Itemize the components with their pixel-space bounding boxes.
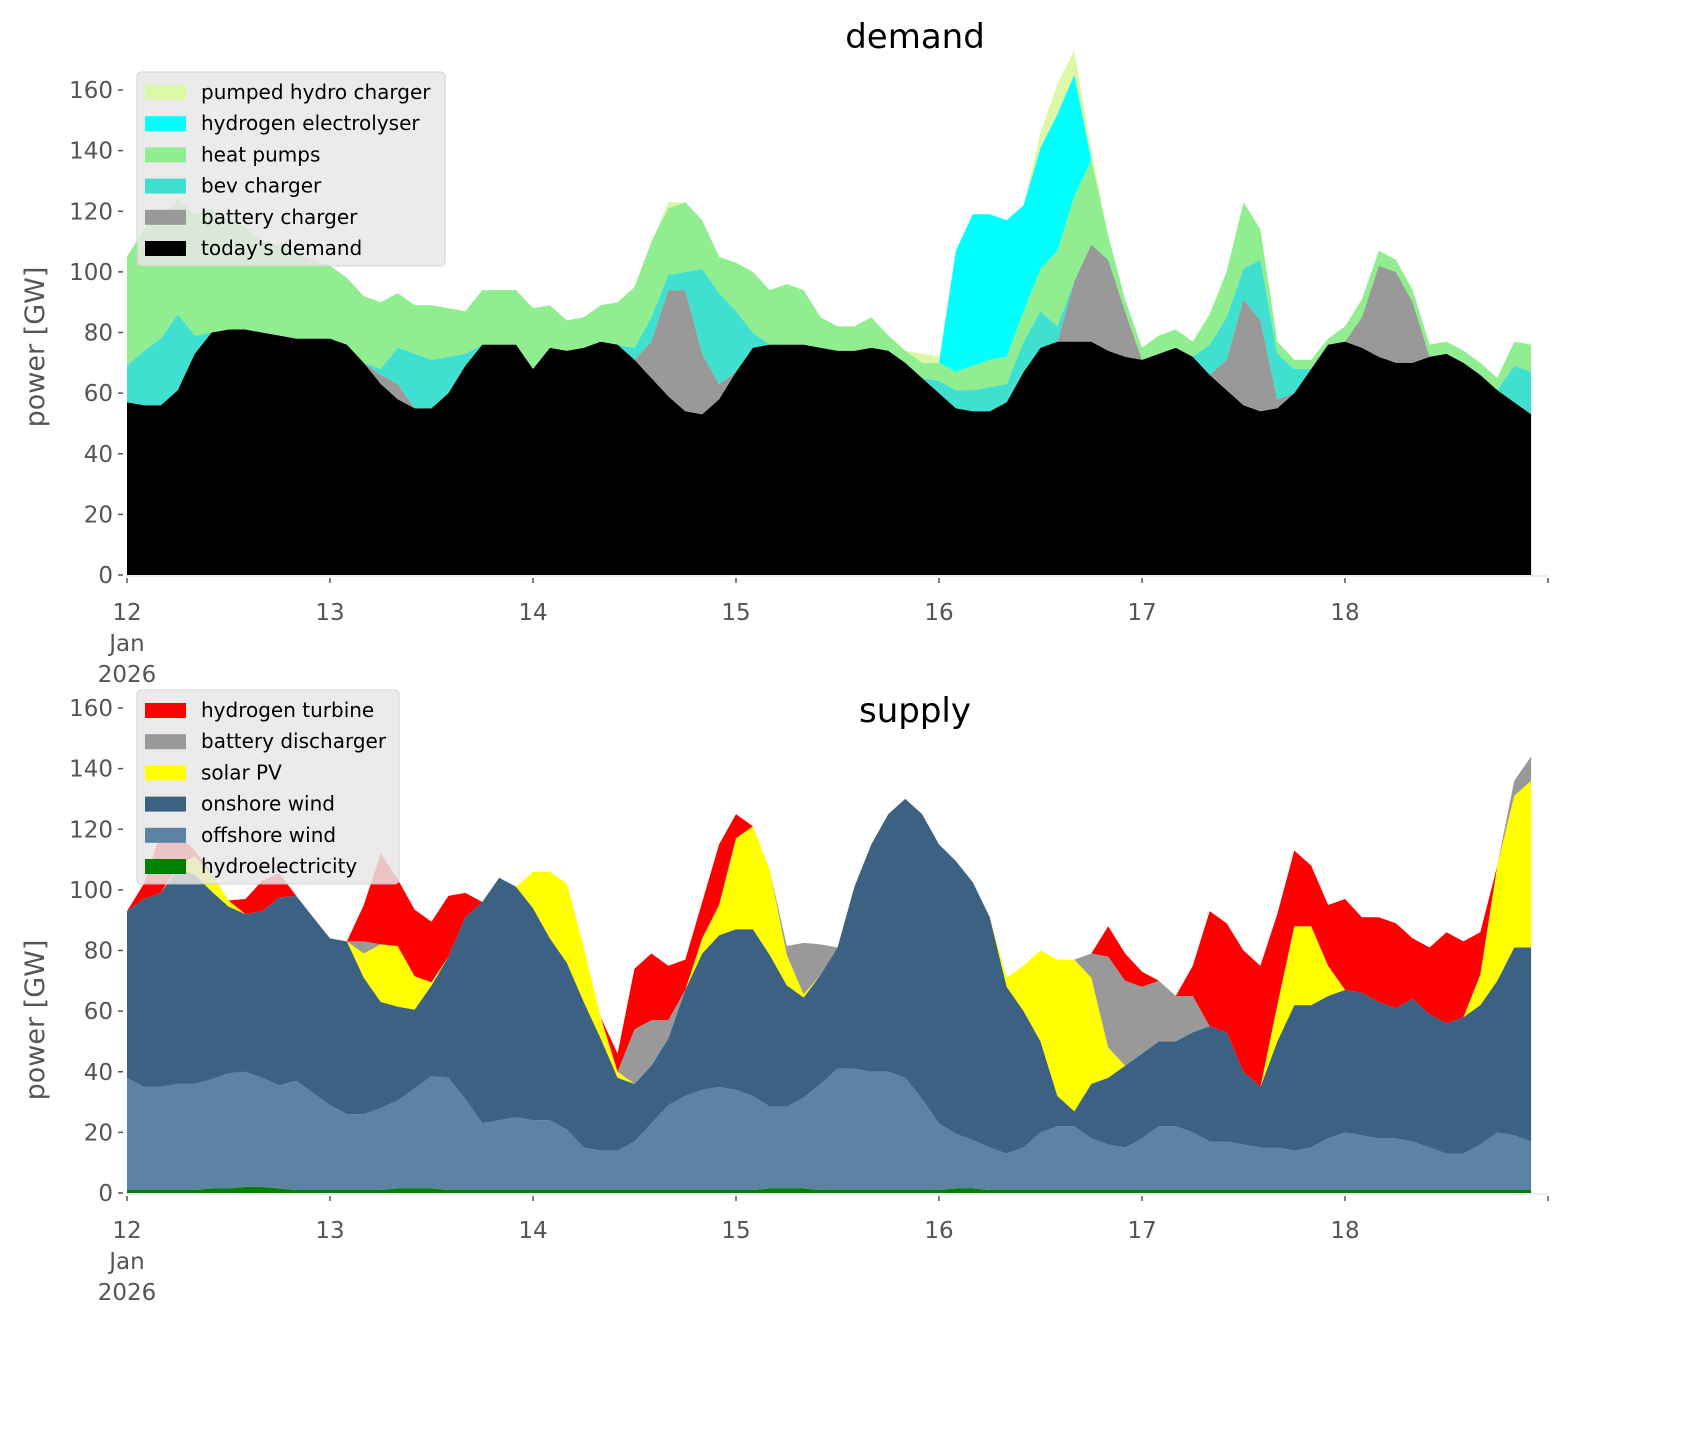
y-tick-label: 120 <box>69 199 113 225</box>
legend-label-battery-discharger: battery discharger <box>201 729 387 753</box>
x-tick-label: 13 <box>315 600 344 626</box>
y-tick-label: 140 <box>69 757 113 783</box>
x-tick-label: 2026 <box>98 662 157 688</box>
y-tick-label: 0 <box>98 1181 113 1207</box>
legend-swatch-solar-pv <box>145 765 186 781</box>
legend-label-solar-pv: solar PV <box>201 760 282 784</box>
y-tick-label: 80 <box>84 321 113 347</box>
demand-x-axis: 12 Jan 2026 13 14 15 16 17 18 <box>98 575 1549 688</box>
x-tick-label: Jan <box>107 1249 144 1275</box>
area-heat-pumps <box>127 159 1532 391</box>
y-tick-label: 160 <box>69 78 113 104</box>
demand-title: demand <box>845 17 985 57</box>
y-tick-label: 40 <box>84 442 113 468</box>
y-tick-label: 140 <box>69 139 113 165</box>
demand-areas <box>127 50 1532 575</box>
legend-swatch-battery-discharger <box>145 734 186 750</box>
supply-y-axis: 0 20 40 60 80 100 120 140 160 <box>69 696 123 1207</box>
demand-y-axis: 0 20 40 60 80 100 120 140 160 <box>69 78 123 589</box>
legend-label-bev-charger: bev charger <box>201 174 322 198</box>
x-tick-label: 14 <box>518 600 547 626</box>
supply-y-label: power [GW] <box>20 940 51 1101</box>
legend-swatch-pumped-hydro-charger <box>145 85 186 100</box>
y-tick-label: 20 <box>84 1120 113 1146</box>
supply-legend: hydrogen turbine battery discharger solar … <box>136 689 400 885</box>
legend-swatch-onshore-wind <box>145 796 186 812</box>
x-tick-label: 16 <box>924 600 953 626</box>
legend-swatch-hydrogen-electrolyser <box>145 116 186 132</box>
y-tick-label: 40 <box>84 1060 113 1086</box>
y-tick-label: 100 <box>69 878 113 904</box>
legend-label-hydrogen-electrolyser: hydrogen electrolyser <box>201 111 420 135</box>
x-tick-label: 12 <box>112 600 141 626</box>
legend-label-hydrogen-turbine: hydrogen turbine <box>201 698 374 722</box>
area-battery-discharger <box>127 756 1532 1087</box>
legend-label-today-s-demand: today's demand <box>201 236 362 260</box>
y-tick-label: 0 <box>98 563 113 589</box>
legend-swatch-today-s-demand <box>145 241 186 256</box>
y-tick-label: 60 <box>84 999 113 1025</box>
y-tick-label: 160 <box>69 696 113 722</box>
supply-x-axis: 12 Jan 2026 13 14 15 16 17 18 <box>98 1193 1549 1306</box>
legend-label-offshore-wind: offshore wind <box>201 823 336 847</box>
x-tick-label: Jan <box>107 631 144 657</box>
legend-box <box>136 689 400 885</box>
area-hydrogen-turbine <box>127 756 1532 1087</box>
area-hydroelectricity <box>127 1186 1532 1193</box>
supply-title: supply <box>859 691 971 731</box>
area-onshore-wind <box>127 798 1532 1154</box>
legend-swatch-hydroelectricity <box>145 859 186 874</box>
x-tick-label: 15 <box>721 600 750 626</box>
legend-label-onshore-wind: onshore wind <box>201 792 335 816</box>
legend-swatch-heat-pumps <box>145 147 186 163</box>
area-today-s-demand <box>127 329 1532 575</box>
legend-label-hydroelectricity: hydroelectricity <box>201 854 357 878</box>
x-tick-label: 2026 <box>98 1280 157 1306</box>
x-tick-label: 15 <box>721 1218 750 1244</box>
area-battery-charger <box>127 244 1532 415</box>
x-tick-label: 18 <box>1330 1218 1359 1244</box>
x-tick-label: 13 <box>315 1218 344 1244</box>
demand-legend: pumped hydro charger hydrogen electrolyse… <box>136 71 446 267</box>
legend-label-battery-charger: battery charger <box>201 205 358 229</box>
legend-swatch-hydrogen-turbine <box>145 703 186 718</box>
y-tick-label: 80 <box>84 939 113 965</box>
y-tick-label: 20 <box>84 502 113 528</box>
demand-y-label: power [GW] <box>20 267 51 428</box>
y-tick-label: 60 <box>84 381 113 407</box>
legend-swatch-bev-charger <box>145 178 186 194</box>
y-tick-label: 120 <box>69 817 113 843</box>
legend-swatch-offshore-wind <box>145 827 186 843</box>
legend-swatch-battery-charger <box>145 209 186 225</box>
supply-areas <box>127 756 1532 1193</box>
x-tick-label: 17 <box>1127 1218 1156 1244</box>
x-tick-label: 12 <box>112 1218 141 1244</box>
x-tick-label: 16 <box>924 1218 953 1244</box>
legend-box <box>136 71 446 267</box>
x-tick-label: 18 <box>1330 600 1359 626</box>
legend-label-pumped-hydro-charger: pumped hydro charger <box>201 80 431 104</box>
x-tick-label: 17 <box>1127 600 1156 626</box>
supply-panel: supply 0 20 40 60 80 100 120 140 160 12 Jan 2026 13… <box>20 689 1549 1306</box>
demand-panel: demand 0 20 40 60 80 100 120 140 160 12 Jan 2026 13… <box>20 17 1549 688</box>
x-tick-label: 14 <box>518 1218 547 1244</box>
y-tick-label: 100 <box>69 260 113 286</box>
area-offshore-wind <box>127 1068 1532 1190</box>
legend-label-heat-pumps: heat pumps <box>201 142 320 166</box>
